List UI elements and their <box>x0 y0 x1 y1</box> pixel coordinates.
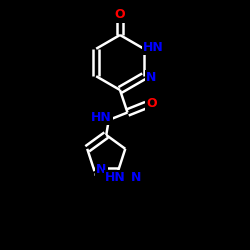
Text: N: N <box>146 71 156 84</box>
Text: HN: HN <box>143 41 164 54</box>
Text: O: O <box>146 97 157 110</box>
Text: HN: HN <box>105 171 126 184</box>
Text: N: N <box>131 171 142 184</box>
Text: HN: HN <box>91 111 112 124</box>
Text: O: O <box>115 8 125 22</box>
Text: N: N <box>96 164 107 176</box>
